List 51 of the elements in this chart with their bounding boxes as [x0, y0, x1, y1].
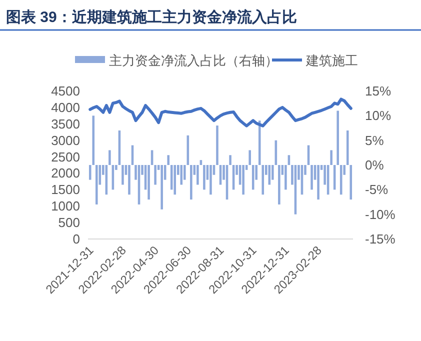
bar — [262, 165, 264, 195]
y2-tick-label: 5% — [365, 132, 384, 148]
bar — [160, 165, 163, 210]
y-tick-label: 4500 — [51, 84, 80, 98]
bar — [196, 165, 199, 185]
y-tick-label: 1500 — [51, 182, 80, 198]
bar — [317, 165, 320, 200]
y-tick-label: 500 — [58, 215, 80, 230]
bar — [278, 165, 280, 204]
y2-tick-label: -15% — [365, 232, 396, 246]
bar — [190, 165, 192, 200]
bar — [350, 165, 352, 200]
line-series — [88, 98, 352, 128]
bar — [148, 165, 150, 200]
legend-label: 建筑施工 — [305, 53, 358, 68]
legend-label: 主力资金净流入占比（右轴） — [109, 53, 278, 68]
bar — [216, 126, 218, 165]
bar — [95, 165, 98, 204]
bar — [88, 165, 92, 180]
bar — [154, 165, 156, 185]
bar — [248, 150, 251, 165]
chart-title: 图表 39：近期建筑施工主力资金净流入占比 — [6, 8, 297, 26]
bar — [284, 165, 287, 190]
bar — [336, 110, 339, 165]
bar — [128, 165, 130, 195]
y2-tick-label: 10% — [365, 108, 392, 124]
y-tick-label: 2000 — [51, 166, 80, 181]
bar — [258, 120, 261, 165]
bar — [167, 155, 170, 165]
y-tick-label: 2500 — [51, 149, 80, 164]
y2-tick-label: -5% — [365, 182, 389, 198]
bar — [92, 116, 95, 165]
bar — [203, 165, 206, 190]
y2-tick-label: 0% — [365, 158, 384, 172]
bar — [122, 165, 124, 185]
bar — [346, 130, 349, 165]
bar — [242, 165, 244, 195]
bar — [180, 165, 183, 185]
bar — [229, 155, 232, 165]
bar — [330, 150, 332, 165]
y2-tick-label: 15% — [365, 84, 392, 98]
bar — [210, 165, 212, 195]
y-tick-label: 0 — [72, 232, 80, 246]
y-tick-label: 4000 — [51, 100, 80, 115]
bar — [174, 165, 176, 195]
bar — [108, 150, 111, 165]
y2-tick-label: -10% — [365, 206, 396, 222]
y-tick-label: 3000 — [51, 132, 80, 148]
y-tick-label: 1000 — [51, 198, 80, 214]
y-tick-label: 3500 — [51, 116, 80, 132]
bar — [310, 165, 313, 190]
